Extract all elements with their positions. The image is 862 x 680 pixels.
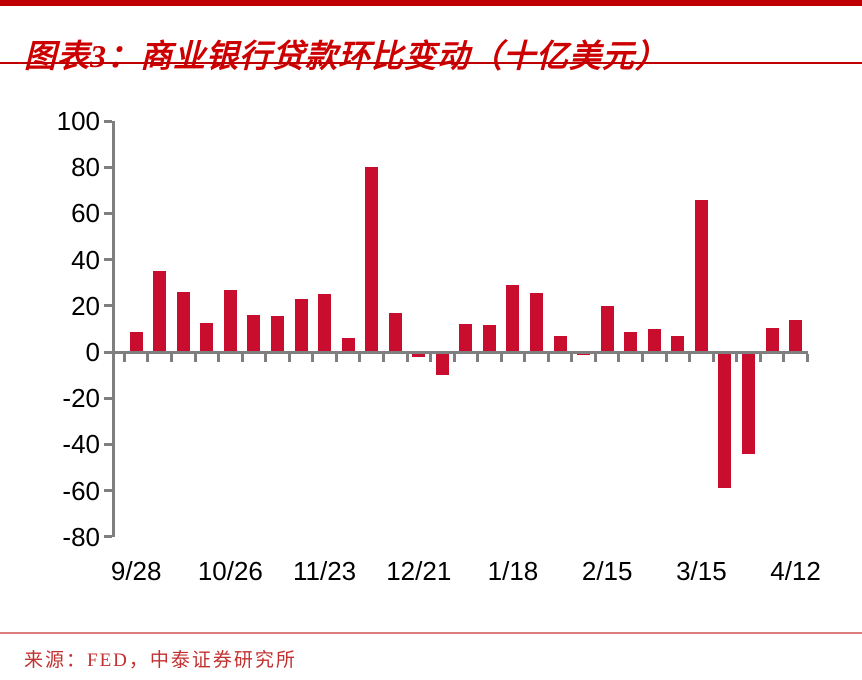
bar xyxy=(647,328,661,352)
x-axis-tick xyxy=(217,353,221,362)
source-divider xyxy=(0,632,862,634)
y-axis-tick xyxy=(104,489,112,493)
y-axis-label: -40 xyxy=(62,429,100,460)
bar xyxy=(718,352,732,489)
x-axis-tick xyxy=(593,353,597,362)
bar xyxy=(388,312,402,352)
x-axis-tick xyxy=(476,353,480,362)
x-axis-line xyxy=(112,350,808,354)
page-title: 图表3：商业银行贷款环比变动（十亿美元） xyxy=(24,38,669,75)
y-axis-label: -80 xyxy=(62,521,100,552)
y-axis-tick xyxy=(104,165,112,169)
x-axis-tick xyxy=(429,353,433,362)
bar xyxy=(200,323,214,352)
x-axis-tick xyxy=(311,353,315,362)
bar xyxy=(624,332,638,352)
top-accent-bar xyxy=(0,0,862,6)
x-axis-tick xyxy=(358,353,362,362)
y-axis-tick xyxy=(104,119,112,123)
y-axis-label: 100 xyxy=(56,106,100,136)
bar xyxy=(435,352,449,376)
source-caption: 来源：FED，中泰证券研究所 xyxy=(24,650,297,671)
bar xyxy=(600,305,614,352)
bar xyxy=(553,335,567,352)
x-axis-tick xyxy=(664,353,668,362)
x-axis-tick xyxy=(193,353,197,362)
y-axis-label: 40 xyxy=(71,244,100,275)
bar xyxy=(270,316,284,352)
bar xyxy=(294,298,308,352)
x-axis-tick xyxy=(122,353,126,362)
bar xyxy=(506,285,520,352)
x-axis-label: 9/28 xyxy=(110,556,162,586)
y-axis-tick xyxy=(104,442,112,446)
x-axis-label: 1/18 xyxy=(487,556,539,586)
y-axis-label: 80 xyxy=(71,152,100,183)
bar xyxy=(530,293,544,352)
y-axis-tick xyxy=(104,211,112,215)
y-axis-tick xyxy=(104,350,112,354)
bar xyxy=(482,325,496,352)
y-axis-label: 20 xyxy=(71,290,100,321)
x-axis-tick xyxy=(334,353,338,362)
x-axis-tick xyxy=(735,353,739,362)
y-axis-tick xyxy=(104,258,112,262)
bar xyxy=(365,167,379,352)
bar xyxy=(341,338,355,352)
x-axis-tick xyxy=(146,353,150,362)
bar xyxy=(694,199,708,352)
x-axis-label: 12/21 xyxy=(386,556,452,586)
y-axis-label: -60 xyxy=(62,475,100,506)
y-axis-tick xyxy=(104,304,112,308)
bar-chart: 100 80 60 40 20 0 -20 -40 -60 -80 9/28 10/26 11/23 12… xyxy=(0,80,862,610)
x-axis-tick xyxy=(641,353,644,362)
x-axis-tick xyxy=(240,353,244,362)
x-axis-tick xyxy=(499,353,503,362)
bar xyxy=(129,332,143,352)
bar xyxy=(412,352,426,357)
y-axis-tick xyxy=(104,396,112,400)
x-axis-tick xyxy=(570,353,574,362)
bar xyxy=(789,319,803,352)
x-axis-label: 2/15 xyxy=(581,556,633,586)
bar xyxy=(318,294,332,352)
title-divider xyxy=(0,62,862,64)
bar xyxy=(577,352,591,356)
x-axis-tick xyxy=(452,353,456,362)
y-axis-label: -20 xyxy=(62,383,100,414)
x-axis-label: 11/23 xyxy=(292,556,357,586)
x-axis-label: 10/26 xyxy=(197,556,263,586)
x-axis-tick xyxy=(170,353,173,362)
bar xyxy=(741,352,755,454)
bar xyxy=(153,271,167,352)
bar xyxy=(459,324,473,352)
bar xyxy=(671,335,685,352)
x-axis-tick xyxy=(405,353,409,362)
x-axis-tick xyxy=(711,353,715,362)
x-axis-label: 4/12 xyxy=(770,556,821,586)
bar xyxy=(247,315,261,352)
x-axis-label: 3/15 xyxy=(676,556,727,586)
bar xyxy=(223,289,237,352)
x-axis-tick xyxy=(688,353,692,362)
x-axis-tick xyxy=(523,353,527,362)
y-axis-label: 60 xyxy=(71,198,100,229)
bar xyxy=(176,291,190,352)
y-axis-line xyxy=(112,121,115,537)
x-axis-tick xyxy=(381,353,385,362)
x-axis-tick xyxy=(805,353,809,362)
bar xyxy=(765,327,779,352)
x-axis-tick xyxy=(287,353,291,362)
y-axis-label: 0 xyxy=(85,337,100,367)
y-axis-tick xyxy=(104,535,112,539)
x-axis-tick xyxy=(782,353,786,362)
x-axis-tick xyxy=(546,353,550,362)
x-axis-tick xyxy=(264,353,268,362)
x-axis-tick xyxy=(617,353,621,362)
x-axis-tick xyxy=(758,353,762,362)
